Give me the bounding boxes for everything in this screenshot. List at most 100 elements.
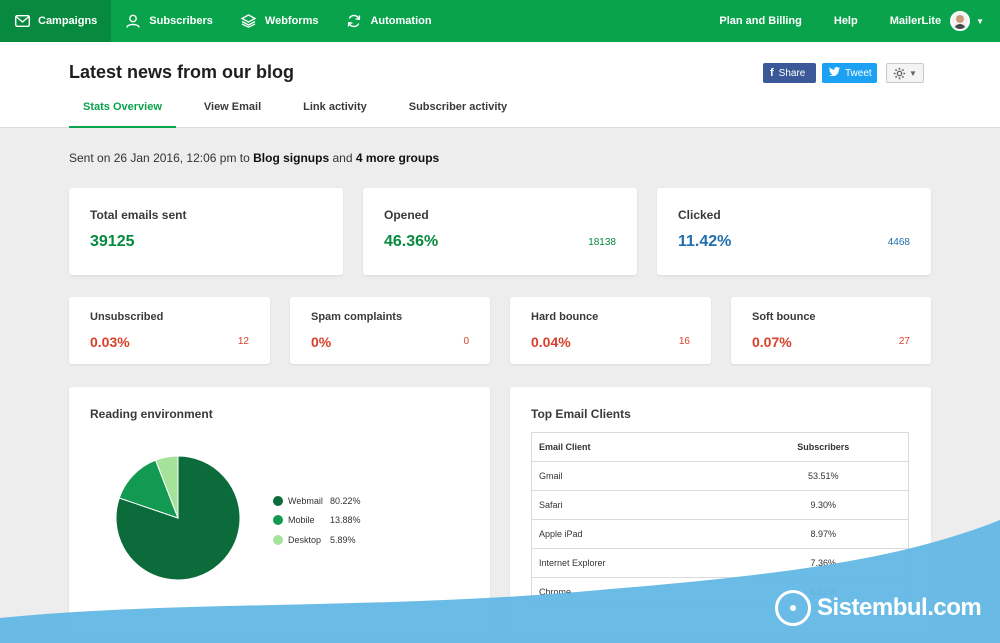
stat-value: 46.36% xyxy=(384,233,439,250)
column-header-subscribers[interactable]: Subscribers xyxy=(738,432,909,462)
legend-swatch xyxy=(273,515,283,526)
tab-link-activity[interactable]: Link activity xyxy=(303,101,367,113)
stat-value: 11.42% xyxy=(678,233,732,250)
nav-campaigns[interactable]: Campaigns xyxy=(0,0,112,42)
legend-item-webmail: Webmail 80.22% xyxy=(273,491,361,511)
facebook-share-button[interactable]: f Share xyxy=(763,63,816,83)
sent-and: and xyxy=(329,151,356,165)
stat-count: 0 xyxy=(463,336,469,347)
legend-label: Webmail xyxy=(288,495,323,506)
tweet-label: Tweet xyxy=(845,67,872,79)
table-row: Internet Explorer 7.36% xyxy=(531,548,909,578)
nav-campaigns-label: Campaigns xyxy=(38,15,98,27)
chevron-down-icon: ▼ xyxy=(909,68,917,78)
stat-count: 16 xyxy=(678,336,690,347)
table-header-row: Email Client Subscribers xyxy=(531,432,909,462)
stat-label: Clicked xyxy=(678,208,721,222)
tab-bar: Stats Overview View Email Link activity … xyxy=(69,94,535,128)
top-nav: Campaigns Subscribers Webforms Automatio… xyxy=(0,0,1000,42)
legend-value: 13.88% xyxy=(330,515,361,526)
panel-title: Top Email Clients xyxy=(531,407,631,421)
tweet-button[interactable]: Tweet xyxy=(822,63,877,83)
email-clients-table: Email Client Subscribers Gmail 53.51% Saf… xyxy=(531,432,909,607)
stat-value: 0.03% xyxy=(90,334,130,350)
stat-value: 0.07% xyxy=(752,334,792,350)
nav-subscribers-label: Subscribers xyxy=(149,15,213,27)
pie-chart xyxy=(115,455,241,581)
nav-help[interactable]: Help xyxy=(833,15,858,27)
page-title: Latest news from our blog xyxy=(69,62,295,82)
stat-label: Soft bounce xyxy=(752,311,816,323)
nav-plan-billing[interactable]: Plan and Billing xyxy=(719,15,802,27)
tab-view-email[interactable]: View Email xyxy=(203,101,262,113)
layers-icon xyxy=(241,13,257,29)
stat-label: Hard bounce xyxy=(531,311,599,323)
tab-stats-overview[interactable]: Stats Overview xyxy=(69,94,176,128)
table-row: Gmail 53.51% xyxy=(531,461,909,491)
chart-legend: Webmail 80.22% Mobile 13.88% Desktop 5.89% xyxy=(273,491,361,550)
more-groups-link[interactable]: 4 more groups xyxy=(355,151,440,165)
sent-group-link[interactable]: Blog signups xyxy=(253,151,330,165)
legend-item-mobile: Mobile 13.88% xyxy=(273,511,361,531)
stat-count: 4468 xyxy=(887,237,910,248)
sent-prefix: Sent on 26 Jan 2016, 12:06 pm to xyxy=(69,151,254,165)
stat-card-spam[interactable]: Spam complaints 0% 0 xyxy=(290,297,490,364)
campaign-header: Latest news from our blog f Share Tweet … xyxy=(0,42,1000,128)
stat-label: Total emails sent xyxy=(90,208,187,222)
watermark-logo-icon xyxy=(775,590,811,626)
legend-value: 80.22% xyxy=(330,495,361,506)
tab-subscriber-activity[interactable]: Subscriber activity xyxy=(408,101,508,113)
pie-slice-mobile[interactable] xyxy=(118,459,179,519)
chevron-down-icon: ▼ xyxy=(976,16,984,26)
pie-slice-desktop[interactable] xyxy=(154,455,179,519)
legend-value: 5.89% xyxy=(330,534,356,545)
legend-label: Desktop xyxy=(288,534,322,545)
nav-subscribers[interactable]: Subscribers xyxy=(111,0,227,42)
stat-label: Opened xyxy=(384,208,429,222)
nav-automation[interactable]: Automation xyxy=(332,0,445,42)
nav-webforms-label: Webforms xyxy=(264,15,319,27)
stat-value: 0% xyxy=(311,334,332,350)
panel-title: Reading environment xyxy=(90,407,213,421)
stat-value: 39125 xyxy=(90,233,135,250)
client-share: 7.36% xyxy=(738,548,909,578)
account-name: MailerLite xyxy=(889,15,942,27)
stat-card-soft-bounce[interactable]: Soft bounce 0.07% 27 xyxy=(731,297,931,364)
client-name: Apple iPad xyxy=(531,519,739,549)
stat-card-total: Total emails sent 39125 xyxy=(69,188,343,275)
client-share: 9.30% xyxy=(738,490,909,520)
stat-value: 0.04% xyxy=(531,334,571,350)
watermark-text: Sistembul.com xyxy=(817,594,982,621)
stat-card-opened[interactable]: Opened 46.36% 18138 xyxy=(363,188,637,275)
reading-environment-panel: Reading environment Webmail 80.22% Mobile 1… xyxy=(69,387,490,637)
watermark-logo: Sistembul.com xyxy=(775,590,982,626)
nav-automation-label: Automation xyxy=(370,15,432,27)
client-name: Chrome xyxy=(531,577,739,607)
stat-label: Spam complaints xyxy=(311,311,403,323)
stat-card-hard-bounce[interactable]: Hard bounce 0.04% 16 xyxy=(510,297,711,364)
stat-card-unsubscribed[interactable]: Unsubscribed 0.03% 12 xyxy=(69,297,270,364)
twitter-icon xyxy=(829,67,840,79)
user-icon xyxy=(125,13,141,29)
column-header-email-client[interactable]: Email Client xyxy=(531,432,739,462)
client-share: 53.51% xyxy=(738,461,909,491)
share-label: Share xyxy=(778,67,806,79)
sent-info: Sent on 26 Jan 2016, 12:06 pm to Blog si… xyxy=(69,151,439,165)
client-share: 8.97% xyxy=(738,519,909,549)
avatar xyxy=(950,11,971,31)
nav-webforms[interactable]: Webforms xyxy=(227,0,333,42)
stat-card-clicked[interactable]: Clicked 11.42% 4468 xyxy=(657,188,931,275)
client-name: Gmail xyxy=(531,461,739,491)
table-row: Apple iPad 8.97% xyxy=(531,519,909,549)
legend-label: Mobile xyxy=(288,515,315,526)
facebook-icon: f xyxy=(770,67,774,79)
mail-icon xyxy=(14,13,30,29)
account-menu[interactable]: MailerLite ▼ xyxy=(874,0,1000,42)
client-name: Internet Explorer xyxy=(531,548,739,578)
settings-dropdown-button[interactable]: ▼ xyxy=(886,63,924,83)
stat-count: 12 xyxy=(237,336,249,347)
table-row: Safari 9.30% xyxy=(531,490,909,520)
legend-item-desktop: Desktop 5.89% xyxy=(273,530,361,550)
stat-count: 18138 xyxy=(588,237,616,248)
gear-icon xyxy=(893,67,906,80)
